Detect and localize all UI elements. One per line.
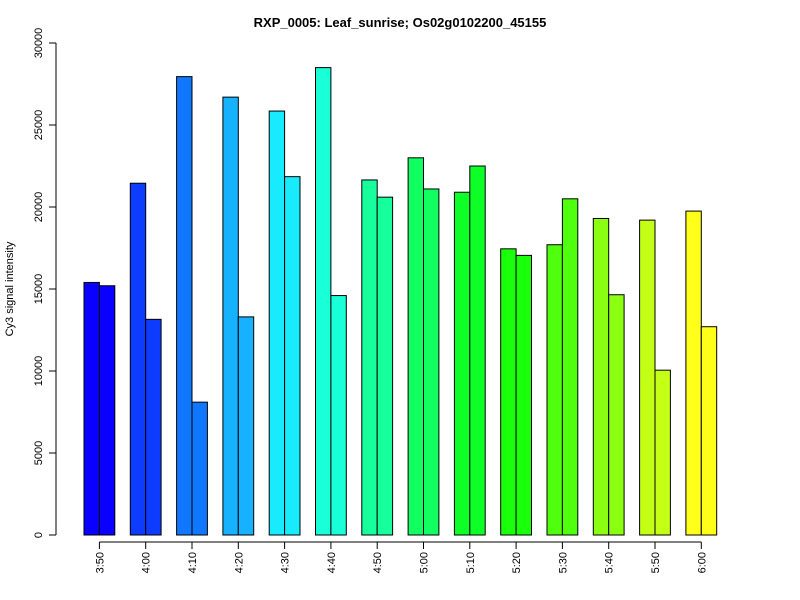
bar-4:20-series-1 bbox=[222, 96, 239, 536]
bar-3:50-series-1 bbox=[83, 281, 100, 536]
bar-5:50-series-1 bbox=[639, 219, 656, 536]
bar-5:30-series-2 bbox=[561, 198, 579, 536]
x-tick-label: 4:10 bbox=[187, 552, 199, 573]
y-tick-label: 0 bbox=[33, 532, 45, 538]
y-axis: 0 5000 10000 15000 20000 25000 30000 bbox=[33, 28, 57, 538]
y-tick-label: 10000 bbox=[33, 356, 45, 387]
bar-4:10-series-1 bbox=[176, 76, 193, 536]
bar-5:50-series-2 bbox=[654, 369, 671, 536]
x-tick-label: 5:20 bbox=[511, 552, 523, 573]
bar-3:50-series-2 bbox=[98, 285, 116, 536]
x-tick-label: 6:00 bbox=[696, 552, 708, 573]
x-tick-label: 4:20 bbox=[233, 552, 245, 573]
bar-4:50-series-2 bbox=[376, 196, 394, 536]
bar-4:50-series-1 bbox=[361, 179, 378, 536]
x-tick-label: 4:00 bbox=[141, 552, 153, 573]
bar-5:10-series-2 bbox=[469, 165, 486, 536]
bar-4:10-series-2 bbox=[191, 401, 208, 536]
x-tick-label: 4:30 bbox=[280, 552, 292, 573]
x-tick-label: 5:10 bbox=[465, 552, 477, 573]
bar-5:10-series-1 bbox=[453, 191, 471, 536]
bar-4:30-series-2 bbox=[284, 176, 301, 536]
x-axis: 3:50 4:00 4:10 4:20 4:30 4:40 4:50 5:00 5:10 5:20… bbox=[94, 541, 708, 573]
bar-5:20-series-1 bbox=[500, 248, 517, 536]
x-tick-label: 3:50 bbox=[94, 552, 106, 573]
x-tick-label: 5:00 bbox=[419, 552, 431, 573]
chart-title: RXP_0005: Leaf_sunrise; Os02g0102200_451… bbox=[254, 15, 547, 30]
y-tick-label: 25000 bbox=[33, 110, 45, 141]
x-tick-label: 5:40 bbox=[604, 552, 616, 573]
bar-5:40-series-2 bbox=[608, 294, 625, 536]
y-axis-label: Cy3 signal intensity bbox=[4, 241, 16, 336]
y-tick-label: 15000 bbox=[33, 274, 45, 305]
x-tick-label: 5:50 bbox=[650, 552, 662, 573]
bar-6:00-series-1 bbox=[685, 210, 702, 536]
y-tick-label: 20000 bbox=[33, 192, 45, 223]
bars bbox=[83, 67, 718, 536]
bar-4:00-series-1 bbox=[129, 182, 147, 536]
y-tick-label: 30000 bbox=[33, 28, 45, 59]
bar-4:30-series-1 bbox=[268, 110, 286, 536]
bar-5:00-series-2 bbox=[423, 188, 440, 536]
bar-4:20-series-2 bbox=[237, 316, 255, 536]
bar-5:40-series-1 bbox=[592, 217, 610, 536]
bar-4:40-series-2 bbox=[330, 295, 347, 536]
x-tick-label: 5:30 bbox=[557, 552, 569, 573]
x-tick-label: 4:40 bbox=[326, 552, 338, 573]
y-tick-label: 5000 bbox=[33, 441, 45, 465]
bar-4:00-series-2 bbox=[145, 318, 162, 536]
bar-5:30-series-1 bbox=[546, 244, 563, 536]
bar-4:40-series-1 bbox=[315, 67, 332, 536]
bar-6:00-series-2 bbox=[700, 326, 718, 536]
bar-5:20-series-2 bbox=[515, 254, 532, 536]
x-tick-label: 4:50 bbox=[372, 552, 384, 573]
bar-5:00-series-1 bbox=[407, 157, 425, 536]
